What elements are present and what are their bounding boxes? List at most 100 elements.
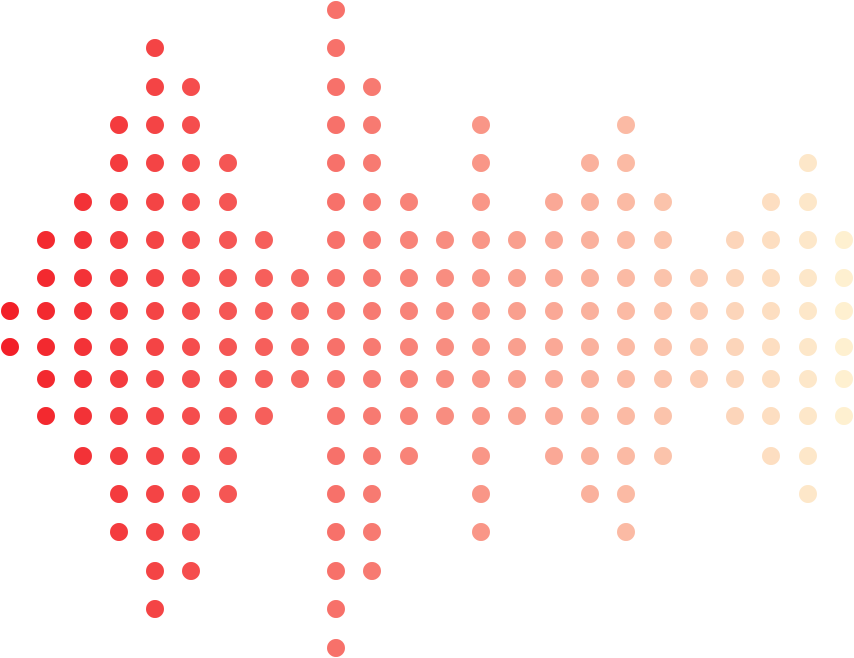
dot [182, 302, 200, 320]
dot [219, 302, 237, 320]
dot [146, 231, 164, 249]
dot [327, 562, 345, 580]
dot [37, 370, 55, 388]
dot [37, 302, 55, 320]
dot [327, 600, 345, 618]
dot [762, 407, 780, 425]
dot [363, 485, 381, 503]
dot [182, 523, 200, 541]
dot [654, 407, 672, 425]
dot [799, 154, 817, 172]
dot [327, 116, 345, 134]
dot [799, 231, 817, 249]
dot [146, 600, 164, 618]
dot [327, 639, 345, 657]
dot [835, 407, 853, 425]
dot [581, 231, 599, 249]
dot [182, 193, 200, 211]
dot [219, 269, 237, 287]
dot [436, 370, 454, 388]
dot [74, 302, 92, 320]
dot [182, 269, 200, 287]
dot [690, 338, 708, 356]
dot [581, 370, 599, 388]
dot [146, 193, 164, 211]
dot [835, 302, 853, 320]
dot [327, 370, 345, 388]
dot [400, 193, 418, 211]
dot [726, 231, 744, 249]
dot [617, 116, 635, 134]
dot [545, 447, 563, 465]
dot [110, 302, 128, 320]
dot [799, 302, 817, 320]
dot [110, 407, 128, 425]
dot [654, 269, 672, 287]
dot [799, 485, 817, 503]
dot [146, 78, 164, 96]
dot [762, 231, 780, 249]
dot [762, 370, 780, 388]
dot [436, 302, 454, 320]
dot [472, 231, 490, 249]
dot [508, 407, 526, 425]
dot [472, 338, 490, 356]
dot [74, 338, 92, 356]
dot [581, 193, 599, 211]
dot [654, 193, 672, 211]
dot [726, 269, 744, 287]
dot [472, 485, 490, 503]
dot [617, 447, 635, 465]
dot [146, 302, 164, 320]
dot [581, 407, 599, 425]
dot [291, 370, 309, 388]
dot [835, 231, 853, 249]
dot [762, 447, 780, 465]
dot [690, 370, 708, 388]
dot [182, 231, 200, 249]
dot [617, 338, 635, 356]
dot [327, 78, 345, 96]
dot [110, 485, 128, 503]
dot [581, 302, 599, 320]
dot [291, 302, 309, 320]
dot [182, 78, 200, 96]
dot [581, 338, 599, 356]
dot [363, 231, 381, 249]
dot [545, 370, 563, 388]
dot [363, 338, 381, 356]
dot [327, 154, 345, 172]
dot [110, 523, 128, 541]
dot [400, 370, 418, 388]
dot [255, 370, 273, 388]
dot [617, 154, 635, 172]
dot [726, 407, 744, 425]
dot [291, 269, 309, 287]
dot [436, 269, 454, 287]
dot [74, 231, 92, 249]
dot [545, 338, 563, 356]
dot [219, 407, 237, 425]
dot [617, 193, 635, 211]
dot [762, 269, 780, 287]
dot [146, 447, 164, 465]
dot [508, 269, 526, 287]
dot [327, 39, 345, 57]
dot [74, 193, 92, 211]
dot [472, 302, 490, 320]
dot [146, 269, 164, 287]
dot [472, 269, 490, 287]
dot [363, 562, 381, 580]
dot [835, 370, 853, 388]
dot [508, 338, 526, 356]
dot [110, 154, 128, 172]
dot [219, 231, 237, 249]
dot [327, 231, 345, 249]
dot [690, 269, 708, 287]
dot [110, 447, 128, 465]
dot [654, 338, 672, 356]
dot [37, 231, 55, 249]
dot [146, 523, 164, 541]
dot [146, 338, 164, 356]
